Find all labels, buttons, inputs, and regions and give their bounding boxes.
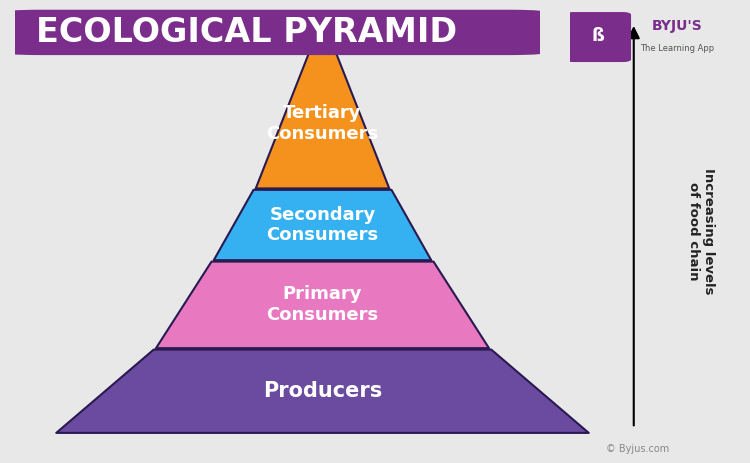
Text: ECOLOGICAL PYRAMID: ECOLOGICAL PYRAMID <box>36 16 457 49</box>
Text: Secondary
Consumers: Secondary Consumers <box>266 206 379 244</box>
Text: Tertiary
Consumers: Tertiary Consumers <box>266 105 379 143</box>
Text: Primary
Consumers: Primary Consumers <box>266 286 379 324</box>
Polygon shape <box>256 19 389 188</box>
Text: BYJU'S: BYJU'S <box>652 19 703 33</box>
Text: Increasing levels
of food chain: Increasing levels of food chain <box>687 168 716 295</box>
Polygon shape <box>156 262 489 348</box>
Text: ß: ß <box>592 27 604 45</box>
Polygon shape <box>214 190 431 260</box>
Text: Producers: Producers <box>262 381 382 401</box>
Text: The Learning App: The Learning App <box>640 44 714 53</box>
FancyBboxPatch shape <box>0 10 550 55</box>
Text: © Byjus.com: © Byjus.com <box>606 444 669 454</box>
Polygon shape <box>56 350 589 433</box>
FancyBboxPatch shape <box>565 12 631 62</box>
